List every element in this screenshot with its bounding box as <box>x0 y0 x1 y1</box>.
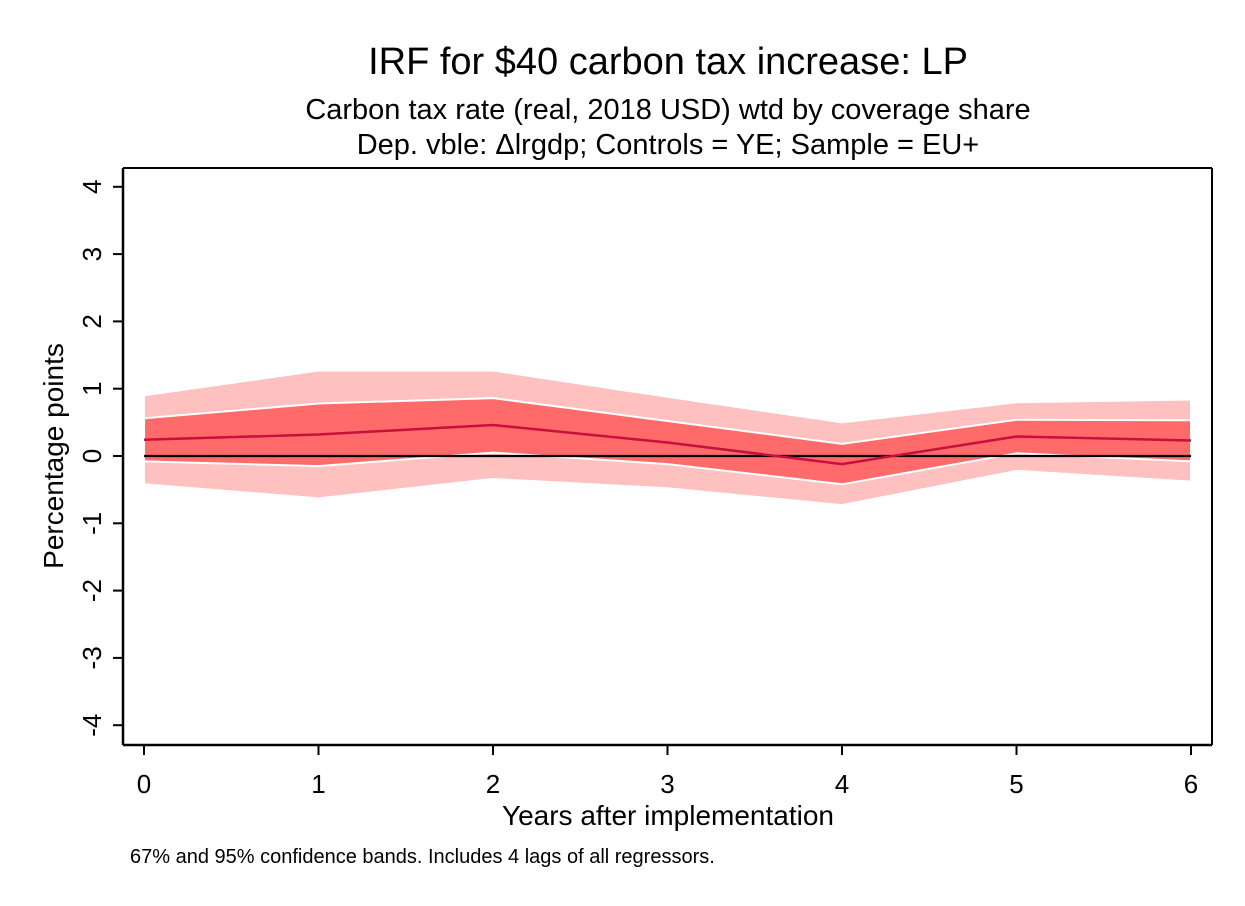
chart-title: IRF for $40 carbon tax increase: LP <box>368 41 968 83</box>
x-tick-label-6: 6 <box>1184 769 1198 799</box>
x-tick-label-2: 2 <box>486 769 500 799</box>
plot-area <box>143 369 1192 507</box>
y-tick-label-0: 0 <box>77 449 107 463</box>
y-axis-label: Percentage points <box>38 343 69 569</box>
confidence-band-67 <box>143 397 1192 486</box>
y-tick-label--2: -2 <box>77 579 107 602</box>
chart-subtitle-line-1: Carbon tax rate (real, 2018 USD) wtd by … <box>305 94 1030 126</box>
y-tick-label-1: 1 <box>77 381 107 395</box>
y-tick-label--3: -3 <box>77 646 107 669</box>
chart-note: 67% and 95% confidence bands. Includes 4… <box>130 846 715 868</box>
x-tick-label-1: 1 <box>311 769 325 799</box>
x-tick-label-3: 3 <box>660 769 674 799</box>
y-tick-label--1: -1 <box>77 512 107 535</box>
x-tick-label-5: 5 <box>1009 769 1023 799</box>
y-tick-label--4: -4 <box>77 714 107 737</box>
y-tick-label-4: 4 <box>77 180 107 194</box>
x-tick-label-0: 0 <box>137 769 151 799</box>
x-axis-label: Years after implementation <box>502 800 834 831</box>
chart-subtitle-line-2: Dep. vble: Δlrgdp; Controls = YE; Sample… <box>357 129 980 161</box>
irf-line-0 <box>143 423 1192 466</box>
x-tick-label-4: 4 <box>835 769 849 799</box>
y-tick-label-3: 3 <box>77 247 107 261</box>
axes: -4 -3 -2 -1 0 1 2 3 4 0 1 2 3 4 5 6 <box>77 167 1213 799</box>
y-tick-label-2: 2 <box>77 314 107 328</box>
